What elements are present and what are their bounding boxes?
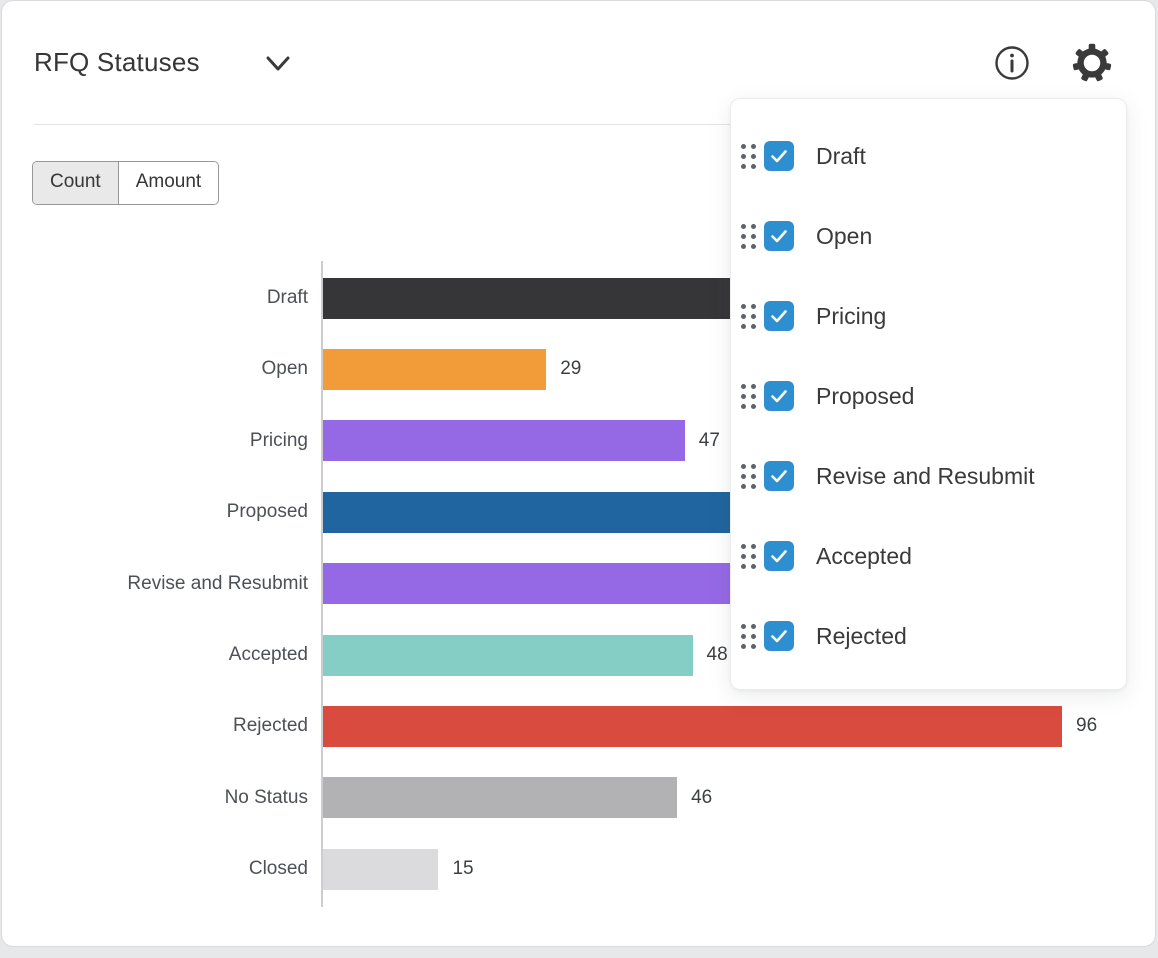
value-label-accepted: 48 xyxy=(706,644,728,665)
category-label-accepted: Accepted xyxy=(228,644,308,665)
popover-item-pricing: Pricing xyxy=(731,276,1126,356)
checkbox-open[interactable] xyxy=(764,221,794,251)
checkbox-accepted[interactable] xyxy=(764,541,794,571)
count-amount-toggle: Count Amount xyxy=(32,161,220,205)
settings-popover: Draft Open Pricing Proposed Revise and Resub… xyxy=(730,98,1127,690)
value-label-no-status: 46 xyxy=(691,786,713,808)
bar-rejected[interactable] xyxy=(323,705,1062,747)
bar-closed[interactable] xyxy=(323,848,439,890)
popover-item-label: Proposed xyxy=(816,382,915,409)
header-divider xyxy=(34,124,1126,125)
popover-item-proposed: Proposed xyxy=(731,356,1126,436)
value-label-closed: 15 xyxy=(452,858,474,880)
bar-pricing[interactable] xyxy=(323,420,685,462)
y-axis-line xyxy=(321,261,323,907)
category-label-proposed: Proposed xyxy=(226,501,308,523)
popover-item-label: Draft xyxy=(816,142,866,169)
bar-no-status[interactable] xyxy=(323,777,678,819)
amount-button[interactable]: Amount xyxy=(117,162,219,204)
popover-item-accepted: Accepted xyxy=(731,516,1126,596)
popover-item-label: Accepted xyxy=(816,542,912,569)
widget-title: RFQ Statuses xyxy=(34,47,200,77)
popover-item-label: Pricing xyxy=(816,302,887,329)
category-label-draft: Draft xyxy=(266,287,308,308)
checkbox-pricing[interactable] xyxy=(764,301,794,331)
checkbox-revise-and-resubmit[interactable] xyxy=(764,461,794,491)
drag-handle-icon[interactable] xyxy=(741,543,756,569)
category-label-no-status: No Status xyxy=(224,786,308,808)
info-icon[interactable] xyxy=(994,45,1030,81)
popover-item-revise-and-resubmit: Revise and Resubmit xyxy=(731,436,1126,516)
popover-item-label: Revise and Resubmit xyxy=(816,462,1035,489)
popover-item-label: Open xyxy=(816,222,873,249)
checkbox-proposed[interactable] xyxy=(764,381,794,411)
popover-item-open: Open xyxy=(731,196,1126,276)
category-label-rejected: Rejected xyxy=(233,715,308,737)
drag-handle-icon[interactable] xyxy=(741,223,756,249)
drag-handle-icon[interactable] xyxy=(741,383,756,409)
count-button[interactable]: Count xyxy=(33,162,118,204)
value-label-pricing: 47 xyxy=(698,429,720,451)
value-label-rejected: 96 xyxy=(1076,715,1098,737)
drag-handle-icon[interactable] xyxy=(741,143,756,169)
bar-accepted[interactable] xyxy=(323,634,693,676)
category-label-revise-and-resubmit: Revise and Resubmit xyxy=(127,572,308,594)
gear-icon[interactable] xyxy=(1070,41,1114,85)
drag-handle-icon[interactable] xyxy=(741,463,756,489)
value-label-open: 29 xyxy=(560,358,582,380)
popover-item-draft: Draft xyxy=(731,116,1126,196)
bar-open[interactable] xyxy=(323,348,547,390)
popover-item-rejected: Rejected xyxy=(731,596,1126,676)
popover-item-label: Rejected xyxy=(816,622,907,649)
checkbox-draft[interactable] xyxy=(764,141,794,171)
drag-handle-icon[interactable] xyxy=(741,623,756,649)
category-label-closed: Closed xyxy=(248,858,308,880)
category-label-open: Open xyxy=(261,358,308,380)
chevron-down-icon[interactable] xyxy=(262,53,294,75)
category-label-pricing: Pricing xyxy=(249,429,308,451)
drag-handle-icon[interactable] xyxy=(741,303,756,329)
checkbox-rejected[interactable] xyxy=(764,621,794,651)
